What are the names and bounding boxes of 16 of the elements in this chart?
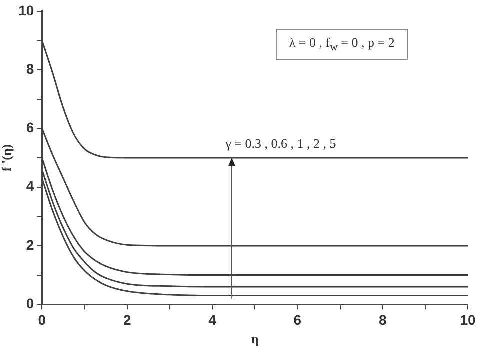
x-axis-title: η [251, 332, 259, 347]
annotation: γ = 0.3 , 0.6 , 1 , 2 , 5 [226, 136, 336, 152]
y-tick-label: 0 [26, 295, 34, 312]
x-tick-label: 8 [378, 312, 387, 328]
annotation: λ = 0 , f$_{w}$ = 0 , p = 2 [276, 28, 408, 60]
x-tick-label: 10 [460, 312, 476, 328]
y-tick-label: 2 [26, 236, 34, 253]
x-tick-label: 2 [123, 312, 132, 328]
y-tick-label: 8 [26, 60, 34, 77]
x-tick-label: 4 [208, 312, 217, 328]
y-tick-label: 4 [26, 178, 34, 194]
x-tick-label: 0 [38, 312, 46, 328]
x-tick-label: 6 [294, 312, 302, 328]
y-tick-label: 6 [26, 120, 34, 136]
y-axis-title: f '(η) [0, 144, 14, 172]
y-tick-label: 10 [18, 2, 34, 18]
